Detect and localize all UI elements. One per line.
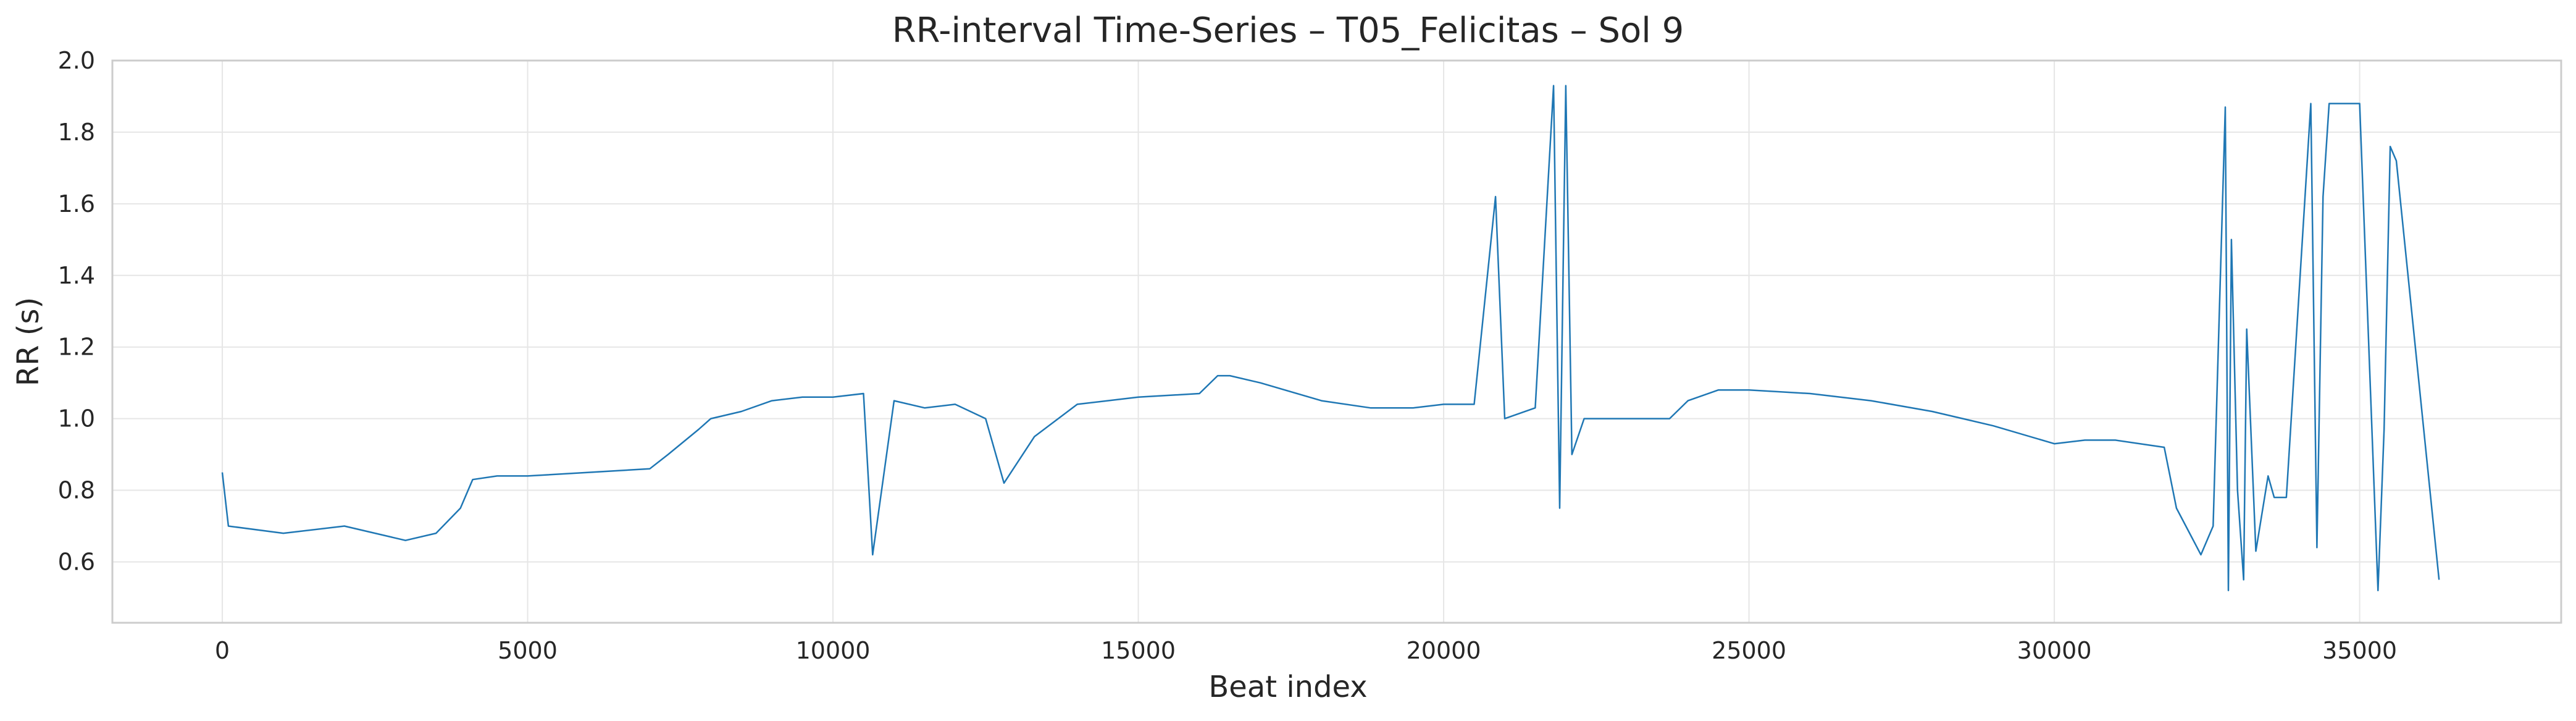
x-grid: [222, 61, 2361, 623]
x-tick-label: 15000: [1101, 637, 1176, 664]
x-axis-label: Beat index: [1208, 670, 1367, 704]
plot-frame: [111, 59, 2562, 624]
y-tick-labels: 0.6 0.8 1.0 1.2 1.4 1.6 1.8 2.0: [58, 47, 95, 575]
x-tick-label: 5000: [498, 637, 558, 664]
y-tick-label: 1.6: [58, 190, 95, 217]
chart-title: RR-interval Time-Series – T05_Felicitas …: [892, 11, 1684, 51]
x-tick-label: 25000: [1712, 637, 1786, 664]
series-layer: [221, 85, 2440, 592]
x-tick-label: 35000: [2322, 637, 2397, 664]
x-tick-label: 20000: [1407, 637, 1481, 664]
x-tick-label: 0: [215, 637, 230, 664]
y-tick-label: 1.8: [58, 119, 95, 146]
y-tick-label: 2.0: [58, 47, 95, 74]
y-tick-label: 0.8: [58, 477, 95, 504]
rr-series-line: [221, 85, 2440, 592]
y-tick-label: 1.0: [58, 405, 95, 432]
y-tick-label: 0.6: [58, 548, 95, 575]
y-tick-label: 1.4: [58, 262, 95, 289]
y-grid: [112, 60, 2561, 563]
x-tick-labels: 0 5000 10000 15000 20000 25000 30000 35000: [215, 637, 2397, 664]
y-axis-label: RR (s): [11, 297, 46, 386]
x-tick-label: 10000: [796, 637, 871, 664]
x-tick-label: 30000: [2017, 637, 2092, 664]
y-tick-label: 1.2: [58, 334, 95, 361]
